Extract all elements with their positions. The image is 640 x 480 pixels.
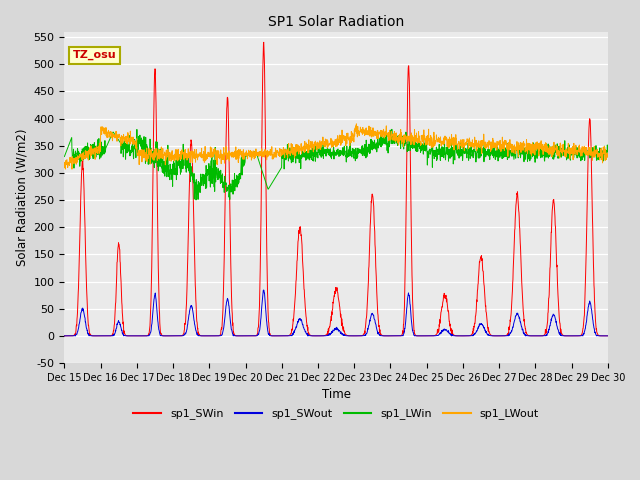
sp1_SWout [556,332,564,337]
sp1_LWout [212,156,220,162]
sp1_LWout [352,123,360,129]
sp1_SWin [448,333,456,339]
sp1_LWin [364,144,372,150]
sp1_LWin [61,154,68,159]
sp1_SWin [260,39,268,45]
sp1_SWin [352,333,360,339]
sp1_LWout [556,140,564,146]
sp1_SWin [604,333,612,339]
Line: sp1_LWout: sp1_LWout [65,124,608,169]
Title: SP1 Solar Radiation: SP1 Solar Radiation [268,15,404,29]
sp1_SWin [495,333,502,339]
sp1_SWout [364,326,372,332]
sp1_SWout [61,333,68,339]
sp1_LWin [572,150,579,156]
sp1_LWout [61,163,68,169]
sp1_SWin [572,333,579,339]
sp1_LWout [495,140,502,146]
sp1_LWout [572,144,579,149]
sp1_LWin [388,126,396,132]
Legend: sp1_SWin, sp1_SWout, sp1_LWin, sp1_LWout: sp1_SWin, sp1_SWout, sp1_LWin, sp1_LWout [129,404,543,424]
X-axis label: Time: Time [322,388,351,401]
sp1_SWout [604,333,612,339]
sp1_SWin [556,323,564,329]
sp1_LWin [192,197,200,203]
sp1_LWout [364,131,372,137]
Line: sp1_LWin: sp1_LWin [65,129,608,200]
sp1_LWout [353,121,360,127]
Line: sp1_SWout: sp1_SWout [65,290,608,336]
sp1_SWout [495,333,502,339]
sp1_LWin [556,144,564,150]
sp1_SWout [352,333,360,339]
sp1_SWin [364,294,372,300]
Line: sp1_SWin: sp1_SWin [65,42,608,336]
sp1_LWout [68,166,76,172]
sp1_LWin [352,145,360,151]
sp1_SWout [260,287,268,293]
sp1_LWout [604,154,612,159]
sp1_SWin [212,333,220,339]
sp1_SWout [72,333,79,339]
Text: TZ_osu: TZ_osu [72,50,116,60]
sp1_LWin [604,149,612,155]
sp1_LWin [212,170,220,176]
sp1_SWin [61,333,68,339]
sp1_LWin [495,148,502,154]
Y-axis label: Solar Radiation (W/m2): Solar Radiation (W/m2) [15,129,28,266]
sp1_SWout [212,333,220,339]
sp1_SWout [572,333,579,339]
